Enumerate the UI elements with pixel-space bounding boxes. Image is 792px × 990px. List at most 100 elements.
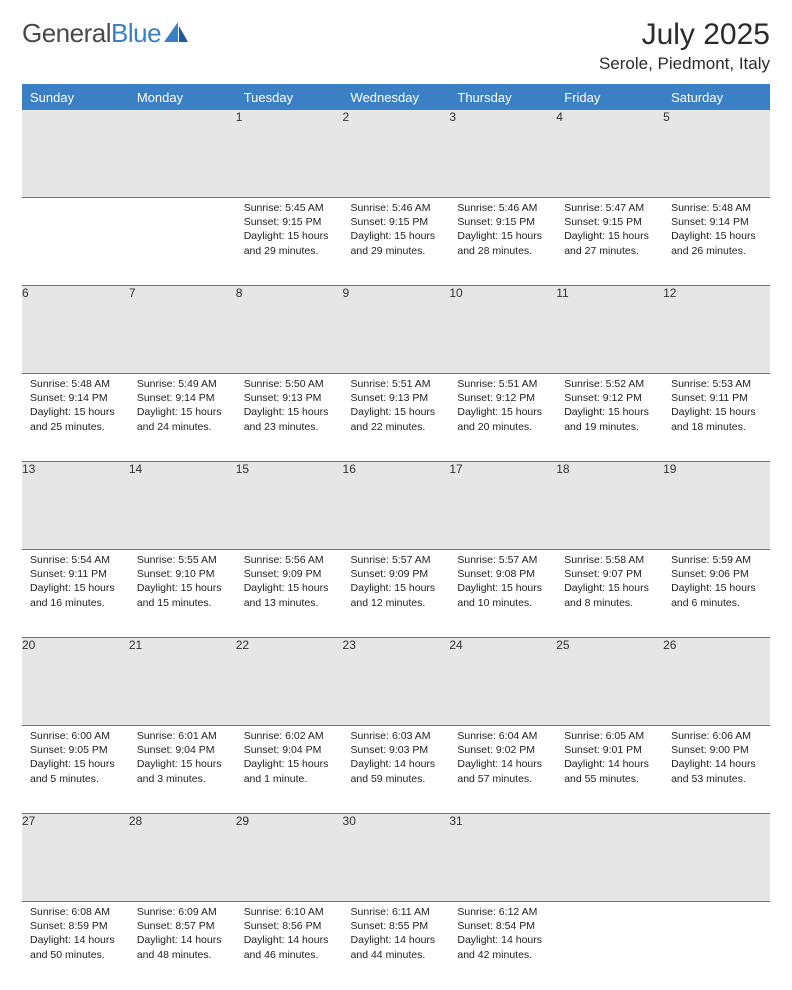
day-details: Sunrise: 5:56 AMSunset: 9:09 PMDaylight:… xyxy=(236,550,343,616)
sunrise-text: Sunrise: 6:12 AM xyxy=(457,905,548,919)
daylight-text: Daylight: 15 hours and 6 minutes. xyxy=(671,581,762,609)
day-cell: Sunrise: 6:08 AMSunset: 8:59 PMDaylight:… xyxy=(22,902,129,990)
day-cell: Sunrise: 6:04 AMSunset: 9:02 PMDaylight:… xyxy=(449,726,556,814)
sunrise-text: Sunrise: 5:49 AM xyxy=(137,377,228,391)
day-cell: Sunrise: 5:53 AMSunset: 9:11 PMDaylight:… xyxy=(663,374,770,462)
sunrise-text: Sunrise: 5:53 AM xyxy=(671,377,762,391)
daylight-text: Daylight: 15 hours and 8 minutes. xyxy=(564,581,655,609)
sunrise-text: Sunrise: 5:51 AM xyxy=(351,377,442,391)
day-number-row: 6789101112 xyxy=(22,286,770,374)
day-cell: Sunrise: 6:09 AMSunset: 8:57 PMDaylight:… xyxy=(129,902,236,990)
day-details: Sunrise: 6:05 AMSunset: 9:01 PMDaylight:… xyxy=(556,726,663,792)
day-number-cell: 4 xyxy=(556,110,663,198)
sunrise-text: Sunrise: 6:00 AM xyxy=(30,729,121,743)
sunrise-text: Sunrise: 5:47 AM xyxy=(564,201,655,215)
day-cell: Sunrise: 6:11 AMSunset: 8:55 PMDaylight:… xyxy=(343,902,450,990)
day-number-cell: 30 xyxy=(343,814,450,902)
sunset-text: Sunset: 9:11 PM xyxy=(30,567,121,581)
sunrise-text: Sunrise: 5:54 AM xyxy=(30,553,121,567)
daylight-text: Daylight: 14 hours and 48 minutes. xyxy=(137,933,228,961)
day-number-cell: 2 xyxy=(343,110,450,198)
sunset-text: Sunset: 8:56 PM xyxy=(244,919,335,933)
daylight-text: Daylight: 15 hours and 29 minutes. xyxy=(244,229,335,257)
daylight-text: Daylight: 15 hours and 16 minutes. xyxy=(30,581,121,609)
daylight-text: Daylight: 15 hours and 13 minutes. xyxy=(244,581,335,609)
sunset-text: Sunset: 9:02 PM xyxy=(457,743,548,757)
sunset-text: Sunset: 9:01 PM xyxy=(564,743,655,757)
day-details: Sunrise: 5:46 AMSunset: 9:15 PMDaylight:… xyxy=(449,198,556,264)
daylight-text: Daylight: 15 hours and 24 minutes. xyxy=(137,405,228,433)
sunset-text: Sunset: 9:12 PM xyxy=(564,391,655,405)
day-details: Sunrise: 5:51 AMSunset: 9:13 PMDaylight:… xyxy=(343,374,450,440)
daylight-text: Daylight: 15 hours and 19 minutes. xyxy=(564,405,655,433)
sunset-text: Sunset: 9:12 PM xyxy=(457,391,548,405)
day-number-cell: 1 xyxy=(236,110,343,198)
day-cell: Sunrise: 5:50 AMSunset: 9:13 PMDaylight:… xyxy=(236,374,343,462)
location-label: Serole, Piedmont, Italy xyxy=(599,54,770,74)
daylight-text: Daylight: 15 hours and 1 minute. xyxy=(244,757,335,785)
day-number-cell: 26 xyxy=(663,638,770,726)
day-cell: Sunrise: 5:59 AMSunset: 9:06 PMDaylight:… xyxy=(663,550,770,638)
day-details: Sunrise: 5:58 AMSunset: 9:07 PMDaylight:… xyxy=(556,550,663,616)
daylight-text: Daylight: 14 hours and 55 minutes. xyxy=(564,757,655,785)
daylight-text: Daylight: 15 hours and 28 minutes. xyxy=(457,229,548,257)
day-cell xyxy=(129,198,236,286)
daylight-text: Daylight: 15 hours and 25 minutes. xyxy=(30,405,121,433)
day-number-cell: 31 xyxy=(449,814,556,902)
day-cell: Sunrise: 6:01 AMSunset: 9:04 PMDaylight:… xyxy=(129,726,236,814)
day-number-cell xyxy=(22,110,129,198)
sunset-text: Sunset: 9:15 PM xyxy=(457,215,548,229)
day-number-cell: 23 xyxy=(343,638,450,726)
daylight-text: Daylight: 15 hours and 26 minutes. xyxy=(671,229,762,257)
daylight-text: Daylight: 15 hours and 5 minutes. xyxy=(30,757,121,785)
day-cell: Sunrise: 5:54 AMSunset: 9:11 PMDaylight:… xyxy=(22,550,129,638)
sunset-text: Sunset: 9:05 PM xyxy=(30,743,121,757)
month-title: July 2025 xyxy=(599,18,770,52)
day-cell: Sunrise: 5:58 AMSunset: 9:07 PMDaylight:… xyxy=(556,550,663,638)
day-cell: Sunrise: 5:46 AMSunset: 9:15 PMDaylight:… xyxy=(449,198,556,286)
sunset-text: Sunset: 9:07 PM xyxy=(564,567,655,581)
daylight-text: Daylight: 15 hours and 15 minutes. xyxy=(137,581,228,609)
sunset-text: Sunset: 9:04 PM xyxy=(244,743,335,757)
day-details: Sunrise: 5:52 AMSunset: 9:12 PMDaylight:… xyxy=(556,374,663,440)
sunset-text: Sunset: 9:09 PM xyxy=(351,567,442,581)
sunrise-text: Sunrise: 6:08 AM xyxy=(30,905,121,919)
day-details: Sunrise: 5:59 AMSunset: 9:06 PMDaylight:… xyxy=(663,550,770,616)
day-content-row: Sunrise: 5:54 AMSunset: 9:11 PMDaylight:… xyxy=(22,550,770,638)
sunrise-text: Sunrise: 5:48 AM xyxy=(671,201,762,215)
daylight-text: Daylight: 15 hours and 27 minutes. xyxy=(564,229,655,257)
day-details: Sunrise: 6:02 AMSunset: 9:04 PMDaylight:… xyxy=(236,726,343,792)
sunset-text: Sunset: 9:15 PM xyxy=(564,215,655,229)
sunset-text: Sunset: 9:03 PM xyxy=(351,743,442,757)
day-number-cell xyxy=(663,814,770,902)
weekday-header: Sunday xyxy=(22,85,129,110)
day-content-row: Sunrise: 5:45 AMSunset: 9:15 PMDaylight:… xyxy=(22,198,770,286)
day-cell: Sunrise: 6:12 AMSunset: 8:54 PMDaylight:… xyxy=(449,902,556,990)
logo: GeneralBlue xyxy=(22,18,190,49)
sunset-text: Sunset: 9:14 PM xyxy=(137,391,228,405)
day-details: Sunrise: 5:57 AMSunset: 9:09 PMDaylight:… xyxy=(343,550,450,616)
sunrise-text: Sunrise: 6:05 AM xyxy=(564,729,655,743)
day-cell: Sunrise: 5:57 AMSunset: 9:09 PMDaylight:… xyxy=(343,550,450,638)
day-cell: Sunrise: 5:47 AMSunset: 9:15 PMDaylight:… xyxy=(556,198,663,286)
day-number-cell xyxy=(129,110,236,198)
day-content-row: Sunrise: 6:08 AMSunset: 8:59 PMDaylight:… xyxy=(22,902,770,990)
daylight-text: Daylight: 15 hours and 29 minutes. xyxy=(351,229,442,257)
day-cell xyxy=(556,902,663,990)
day-number-cell: 6 xyxy=(22,286,129,374)
daylight-text: Daylight: 15 hours and 3 minutes. xyxy=(137,757,228,785)
logo-sail-icon xyxy=(164,18,190,49)
day-details: Sunrise: 5:47 AMSunset: 9:15 PMDaylight:… xyxy=(556,198,663,264)
day-number-cell: 11 xyxy=(556,286,663,374)
day-cell: Sunrise: 5:49 AMSunset: 9:14 PMDaylight:… xyxy=(129,374,236,462)
day-number-cell: 8 xyxy=(236,286,343,374)
day-number-cell: 19 xyxy=(663,462,770,550)
day-details: Sunrise: 6:01 AMSunset: 9:04 PMDaylight:… xyxy=(129,726,236,792)
day-number-cell: 21 xyxy=(129,638,236,726)
day-number-cell: 24 xyxy=(449,638,556,726)
day-number-cell: 15 xyxy=(236,462,343,550)
weekday-header: Tuesday xyxy=(236,85,343,110)
day-number-cell xyxy=(556,814,663,902)
sunset-text: Sunset: 9:14 PM xyxy=(671,215,762,229)
sunrise-text: Sunrise: 6:06 AM xyxy=(671,729,762,743)
